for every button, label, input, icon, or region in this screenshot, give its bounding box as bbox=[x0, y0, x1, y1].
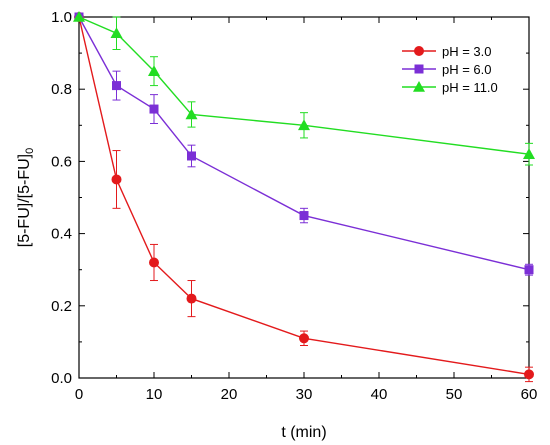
data-point bbox=[299, 333, 309, 344]
legend-label: pH = 6.0 bbox=[442, 62, 492, 77]
data-point bbox=[149, 257, 159, 268]
legend: pH = 3.0 pH = 6.0 pH = 11.0 bbox=[402, 44, 498, 95]
data-point bbox=[112, 81, 121, 91]
data-point bbox=[298, 119, 310, 131]
data-point bbox=[524, 265, 534, 275]
x-tick-label: 30 bbox=[296, 386, 313, 403]
data-point bbox=[148, 65, 160, 76]
legend-marker bbox=[414, 64, 424, 74]
data-point bbox=[73, 11, 85, 22]
x-tick-label: 40 bbox=[371, 386, 388, 403]
data-point bbox=[110, 27, 123, 39]
y-tick-label: 0.2 bbox=[51, 298, 72, 315]
x-tick-label: 20 bbox=[221, 386, 238, 403]
legend-item: pH = 6.0 bbox=[402, 62, 492, 77]
series-3 bbox=[73, 11, 535, 166]
x-tick-label: 0 bbox=[75, 386, 83, 403]
series-line bbox=[78, 16, 530, 376]
series-1 bbox=[74, 12, 534, 383]
y-tick-label: 1.0 bbox=[51, 9, 72, 26]
y-axis-title-subscript: 0 bbox=[24, 148, 36, 154]
series-line bbox=[78, 16, 530, 155]
y-tick-label: 0.8 bbox=[51, 81, 72, 98]
y-axis-title: [5-FU]/[5-FU]0 bbox=[16, 148, 36, 247]
data-point bbox=[187, 151, 196, 161]
data-point bbox=[111, 174, 122, 185]
data-point bbox=[186, 293, 197, 304]
series-line bbox=[78, 16, 530, 271]
legend-item: pH = 11.0 bbox=[402, 80, 498, 95]
y-tick-label: 0.4 bbox=[51, 226, 72, 243]
data-point bbox=[149, 104, 159, 114]
legend-marker bbox=[413, 81, 425, 92]
data-point bbox=[299, 211, 309, 221]
x-axis-title: t (min) bbox=[281, 424, 326, 441]
data-point bbox=[523, 148, 535, 159]
x-tick-label: 60 bbox=[521, 386, 538, 403]
y-axis-title-main: [5-FU]/[5-FU] bbox=[16, 154, 33, 247]
series-layer bbox=[73, 11, 535, 383]
legend-label: pH = 11.0 bbox=[442, 80, 498, 95]
legend-item: pH = 3.0 bbox=[402, 44, 492, 59]
legend-label: pH = 3.0 bbox=[442, 44, 492, 59]
legend-marker bbox=[414, 46, 424, 56]
x-tick-label: 10 bbox=[146, 386, 163, 403]
data-point bbox=[185, 108, 198, 120]
x-tick-label: 50 bbox=[446, 386, 463, 403]
data-point bbox=[524, 369, 534, 380]
y-tick-label: 0.0 bbox=[51, 370, 72, 387]
y-tick-label: 0.6 bbox=[51, 153, 72, 170]
